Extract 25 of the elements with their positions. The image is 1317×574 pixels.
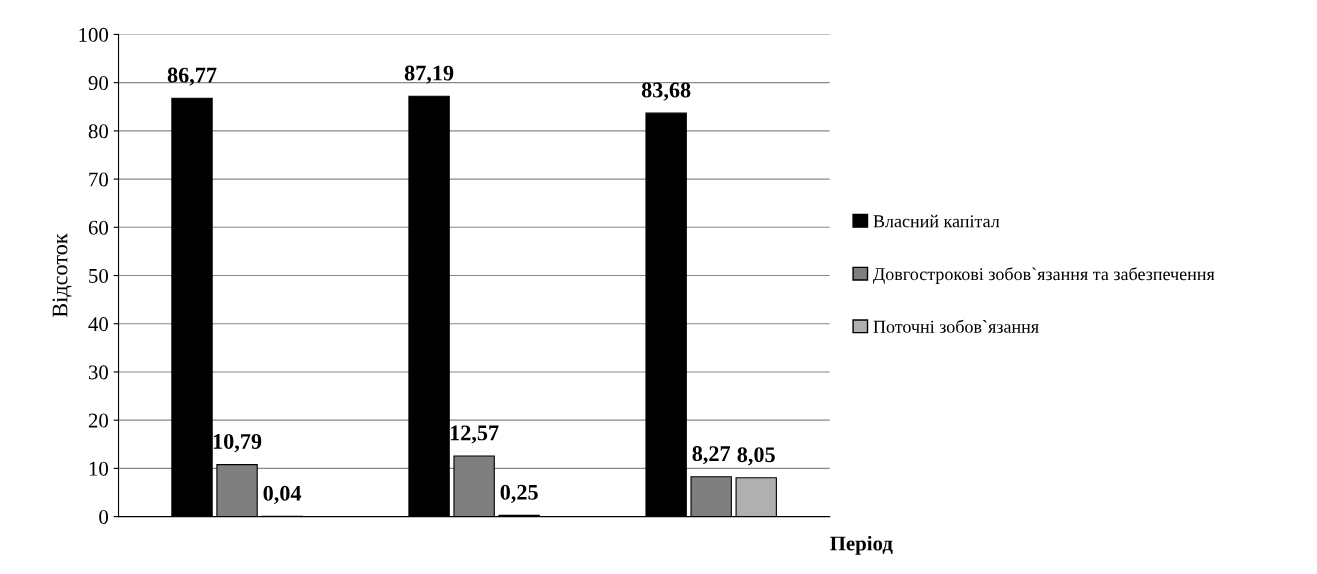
y-tick-label: 60	[88, 220, 109, 235]
legend-label: Довгострокові зобов`язання та забезпечення	[873, 267, 1215, 284]
data-label: 83,68	[641, 82, 691, 101]
y-tick-label: 0	[99, 509, 109, 525]
data-label: 8,05	[737, 447, 775, 466]
data-label: 10,79	[213, 433, 262, 453]
y-tick-label: 30	[88, 365, 109, 380]
x-axis-title: Період	[830, 535, 893, 555]
y-tick-label: 90	[88, 76, 109, 91]
y-axis-title: Відсоток	[52, 233, 72, 318]
y-tick-label: 70	[89, 172, 109, 187]
y-tick-label: 80	[88, 124, 109, 139]
data-label: 8,27	[692, 446, 731, 465]
y-tick-label: 100	[79, 27, 109, 42]
legend-label: Власний капітал	[873, 214, 1000, 228]
y-tick-label: 10	[89, 461, 109, 476]
data-label: 0,04	[263, 485, 302, 504]
y-tick-label: 20	[88, 413, 109, 428]
data-label: 87,19	[404, 65, 454, 84]
legend-label: Поточні зобов`язання	[873, 319, 1039, 333]
data-label: 86,77	[167, 67, 217, 86]
data-label: 12,57	[450, 425, 499, 444]
data-label: 0,25	[500, 484, 538, 503]
y-tick-label: 40	[88, 317, 109, 332]
y-tick-label: 50	[89, 268, 109, 283]
